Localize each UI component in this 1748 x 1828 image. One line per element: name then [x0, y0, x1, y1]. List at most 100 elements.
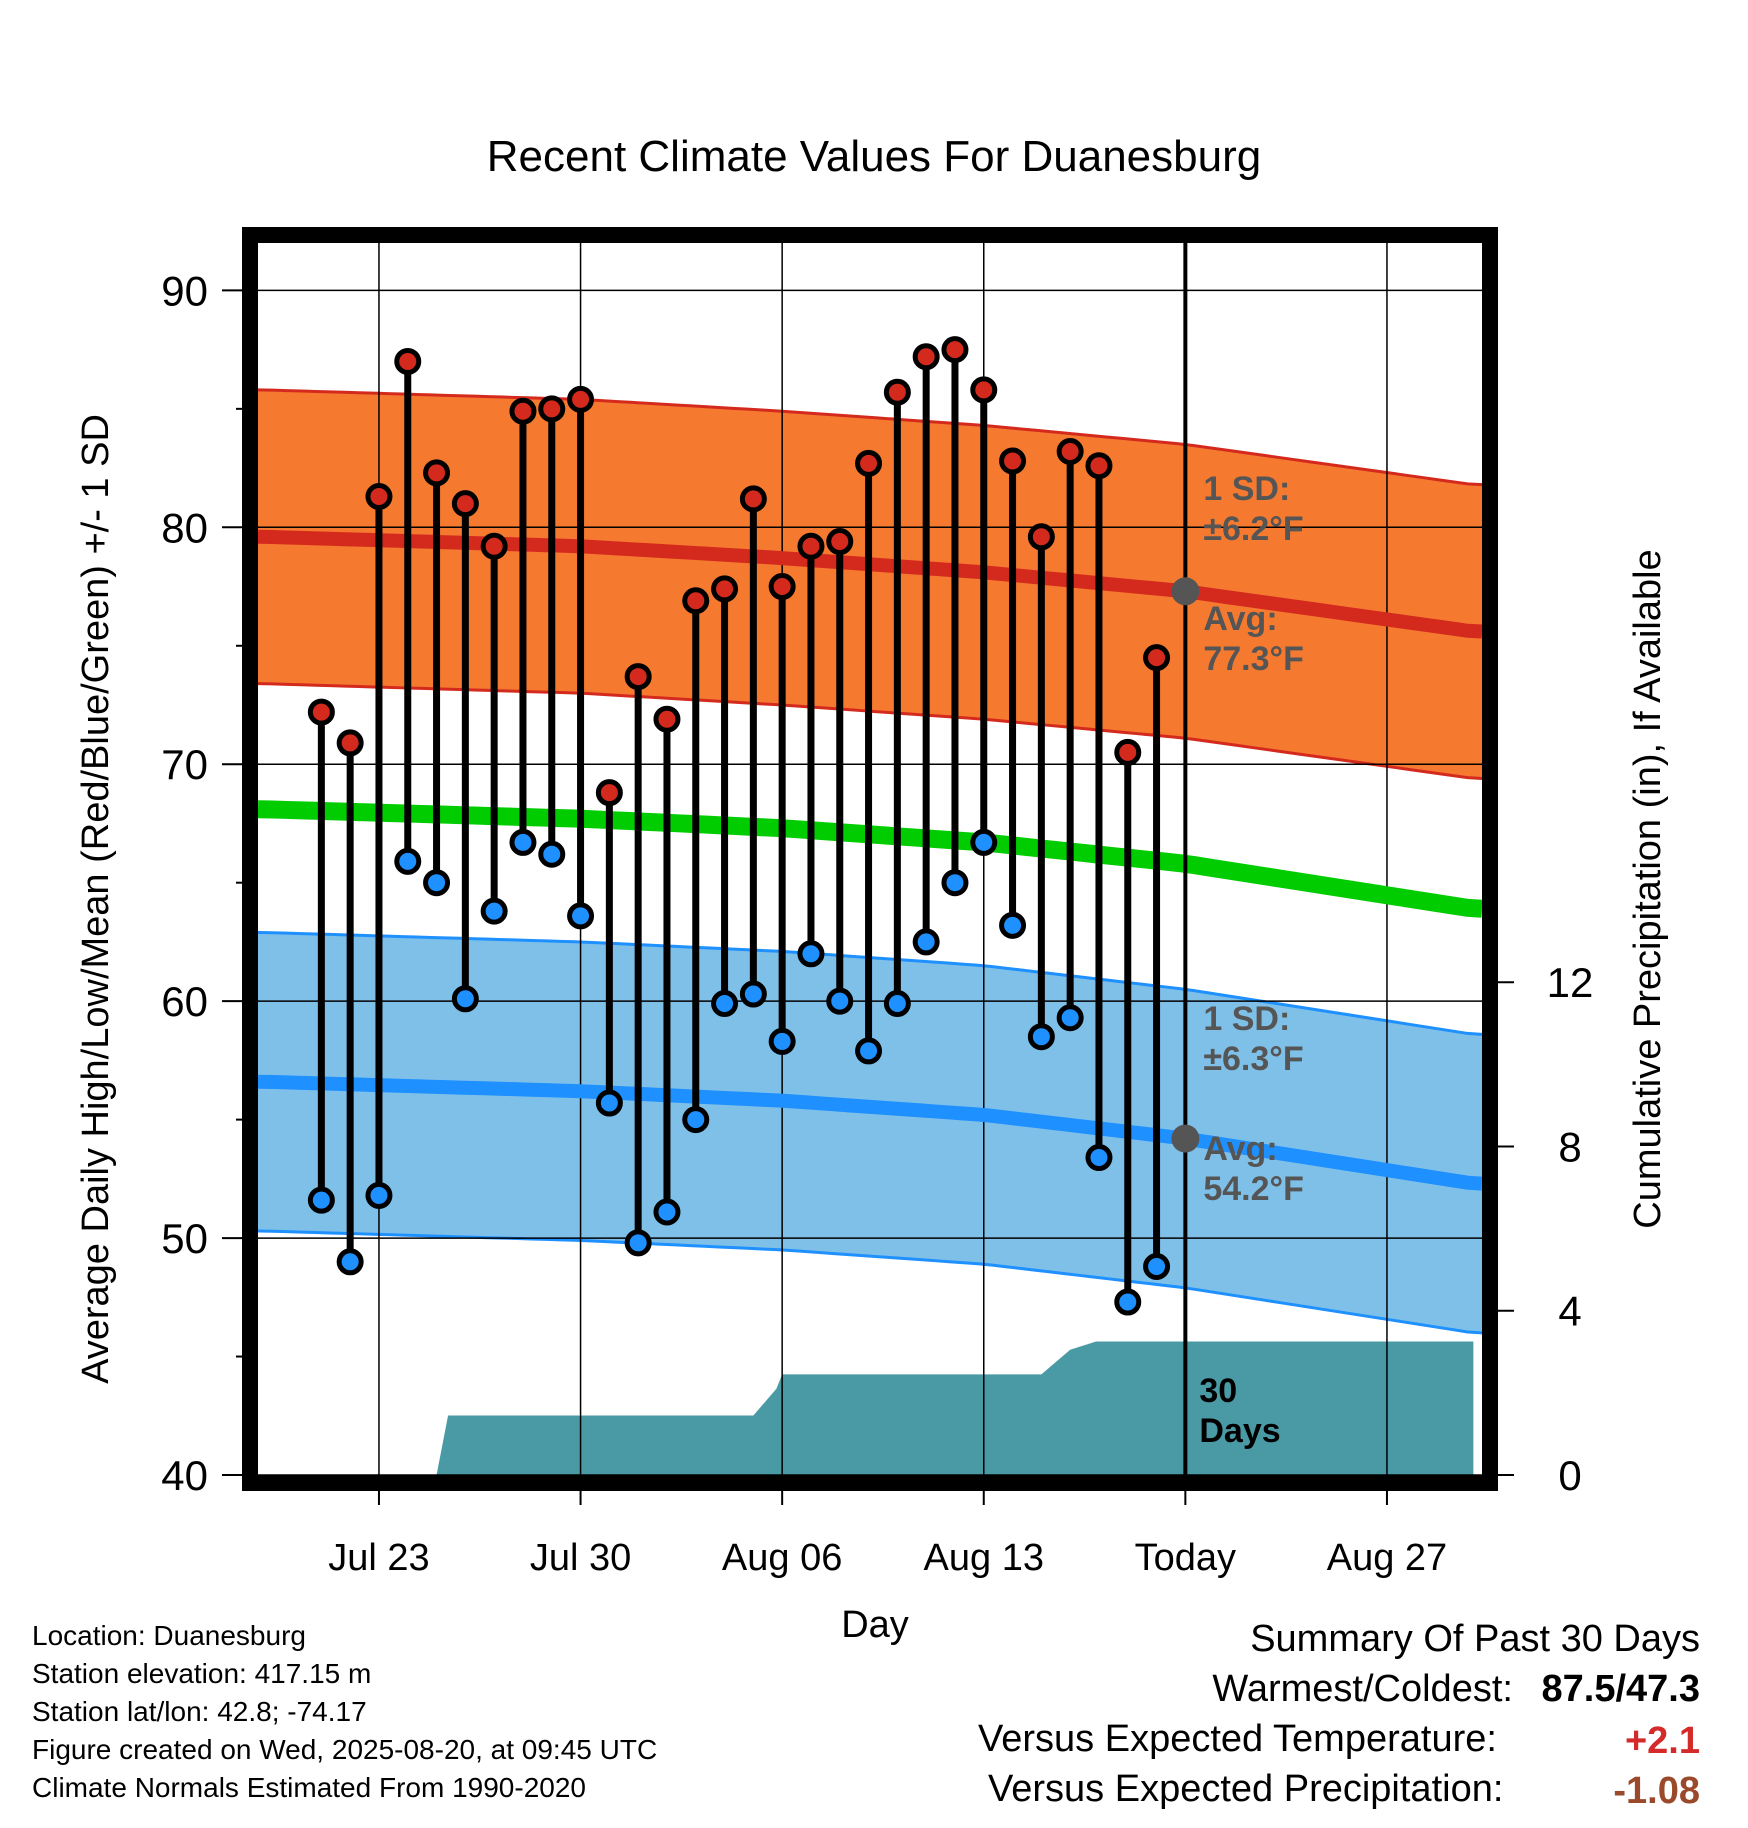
daily-high-point [739, 485, 767, 513]
annotation-2: 1 SD:±6.3°F [1203, 1000, 1303, 1078]
daily-high-point [624, 663, 652, 691]
daily-high-point [394, 347, 422, 375]
daily-low-point [509, 828, 537, 856]
today-label-line2: Days [1199, 1412, 1280, 1450]
daily-low-point [682, 1106, 710, 1134]
summary-temp-label: Versus Expected Temperature: [978, 1718, 1497, 1760]
daily-high-point [912, 343, 940, 371]
info-latlon: Station lat/lon: 42.8; -74.17 [32, 1696, 367, 1727]
daily-low-point [653, 1198, 681, 1226]
daily-high-point [797, 532, 825, 560]
daily-high-point [1085, 452, 1113, 480]
daily-high-point [538, 395, 566, 423]
daily-low-point [768, 1027, 796, 1055]
daily-high-point [336, 729, 364, 757]
daily-low-point [883, 990, 911, 1018]
y-axis-label: Average Daily High/Low/Mean (Red/Blue/Gr… [75, 414, 117, 1384]
daily-low-point [1143, 1253, 1171, 1281]
daily-high-point [365, 483, 393, 511]
daily-low-point [480, 897, 508, 925]
y-tick-label: 40 [161, 1452, 208, 1499]
today-high-avg-dot [1171, 577, 1200, 606]
y2-tick-label: 8 [1558, 1123, 1581, 1170]
annotation-0: 1 SD:±6.2°F [1203, 470, 1303, 548]
x-tick-label: Aug 06 [722, 1537, 842, 1579]
summary-precip-label: Versus Expected Precipitation: [988, 1768, 1504, 1810]
y-tick-label: 50 [161, 1215, 208, 1262]
daily-low-point [797, 940, 825, 968]
high-sd-band-upper-edge [258, 388, 1482, 487]
summary-warmest-row: Warmest/Coldest: 87.5/47.3 [1212, 1668, 1700, 1711]
daily-low-point [941, 869, 969, 897]
y2-axis-label: Cumulative Precipitation (in), If Availa… [1627, 549, 1669, 1228]
daily-high-point [855, 449, 883, 477]
daily-high-point [826, 528, 854, 556]
x-axis-label: Day [841, 1604, 909, 1646]
x-tick-label: Jul 30 [530, 1537, 631, 1579]
x-tick-label: Today [1135, 1537, 1236, 1579]
daily-low-point [912, 928, 940, 956]
annotation-line1: 1 SD: [1203, 470, 1290, 508]
daily-high-point [1027, 523, 1055, 551]
daily-low-point [336, 1248, 364, 1276]
daily-low-point [855, 1037, 883, 1065]
daily-low-point [365, 1181, 393, 1209]
daily-low-point [711, 990, 739, 1018]
low-sd-band-lower-edge [258, 1229, 1482, 1335]
today-low-avg-dot [1171, 1124, 1200, 1153]
summary-warmest-label: Warmest/Coldest: [1212, 1668, 1513, 1710]
daily-low-point [1027, 1023, 1055, 1051]
daily-high-point [509, 397, 537, 425]
plot-area [258, 243, 1482, 1475]
x-tick-label: Jul 23 [328, 1537, 429, 1579]
daily-low-point [595, 1089, 623, 1117]
annotation-line1: Avg: [1203, 600, 1277, 638]
y2-tick-label: 12 [1547, 959, 1594, 1006]
daily-low-point [307, 1186, 335, 1214]
x-tick-label: Aug 27 [1327, 1537, 1447, 1579]
daily-low-point [826, 987, 854, 1015]
annotation-3: Avg:54.2°F [1203, 1130, 1304, 1208]
summary-precip-value: -1.08 [1613, 1770, 1700, 1812]
y-tick-label: 60 [161, 978, 208, 1025]
daily-high-point [682, 587, 710, 615]
daily-low-point [451, 985, 479, 1013]
info-elevation: Station elevation: 417.15 m [32, 1658, 372, 1689]
daily-high-point [307, 698, 335, 726]
daily-low-point [1085, 1144, 1113, 1172]
daily-high-point [451, 490, 479, 518]
daily-high-point [999, 447, 1027, 475]
daily-low-point [423, 869, 451, 897]
daily-low-point [538, 840, 566, 868]
daily-low-point [739, 980, 767, 1008]
daily-low-point [1114, 1288, 1142, 1316]
daily-high-point [883, 378, 911, 406]
annotation-line2: 77.3°F [1203, 640, 1304, 678]
daily-high-point [1056, 437, 1084, 465]
daily-high-point [1143, 644, 1171, 672]
info-normals: Climate Normals Estimated From 1990-2020 [32, 1772, 586, 1803]
daily-high-point [1114, 738, 1142, 766]
summary-warmest-value: 87.5/47.3 [1541, 1668, 1700, 1710]
y2-tick-label: 0 [1558, 1452, 1581, 1499]
summary-heading: Summary Of Past 30 Days [1250, 1618, 1700, 1660]
annotation-line2: ±6.3°F [1203, 1040, 1303, 1078]
info-created: Figure created on Wed, 2025-08-20, at 09… [32, 1734, 658, 1765]
y-tick-label: 80 [161, 504, 208, 551]
annotation-line1: 1 SD: [1203, 1000, 1290, 1038]
daily-high-point [768, 573, 796, 601]
daily-low-point [970, 828, 998, 856]
daily-high-point [711, 575, 739, 603]
daily-high-point [480, 532, 508, 560]
daily-low-point [999, 911, 1027, 939]
daily-low-point [624, 1229, 652, 1257]
daily-high-point [567, 385, 595, 413]
summary-temp-value: +2.1 [1624, 1720, 1700, 1762]
annotation-line2: ±6.2°F [1203, 510, 1303, 548]
low-sd-band [258, 932, 1482, 1333]
annotation-line2: 54.2°F [1203, 1170, 1304, 1208]
today-label-line1: 30 [1199, 1372, 1237, 1410]
annotation-1: Avg:77.3°F [1203, 600, 1304, 678]
annotation-line1: Avg: [1203, 1130, 1277, 1168]
